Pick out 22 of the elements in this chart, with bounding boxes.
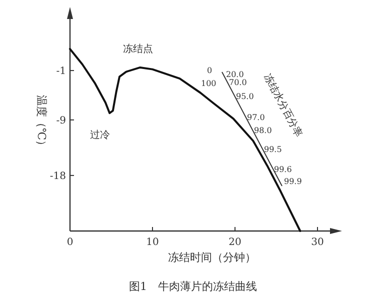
annotation: 95.0: [236, 92, 254, 101]
annotation: 98.0: [254, 126, 272, 135]
annotation: 100: [201, 79, 216, 88]
x-tick-label: 30: [311, 237, 324, 248]
x-tick-label: 0: [66, 237, 74, 248]
y-tick-label: -9: [56, 115, 66, 126]
annotation: 0: [207, 66, 212, 75]
caption: 图1 牛肉薄片的冻结曲线: [129, 280, 257, 293]
x-axis-title: 冻结时间（分钟）: [168, 251, 256, 264]
annotation: 过冷: [90, 129, 110, 141]
annotation: 99.5: [264, 145, 282, 154]
annotation: 20.0: [226, 70, 244, 79]
annotation: 冻结点: [123, 43, 153, 55]
y-axis-title: 温度（℃）: [35, 94, 48, 152]
annotation: 70.0: [229, 78, 247, 87]
annotation: 97.0: [247, 113, 265, 122]
y-tick-label: -18: [50, 170, 66, 182]
x-tick-label: 20: [228, 237, 242, 248]
y-tick-label: -1: [56, 66, 66, 78]
annotation: 99.6: [274, 165, 292, 174]
x-tick-label: 10: [146, 237, 159, 248]
annotation: 99.9: [284, 177, 302, 186]
